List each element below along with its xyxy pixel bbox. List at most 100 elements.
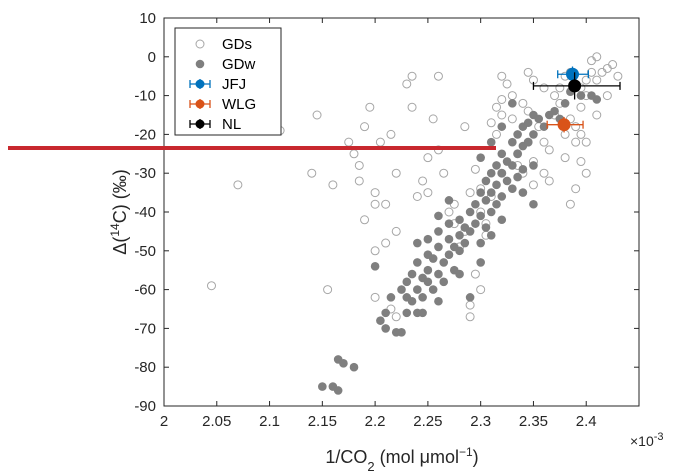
point-gds	[433, 71, 443, 81]
point-gds	[386, 129, 396, 139]
point-gdw	[576, 91, 586, 100]
point-gds	[576, 102, 586, 112]
point-gds	[544, 176, 554, 186]
point-gds	[550, 91, 560, 101]
point-gds	[360, 122, 370, 132]
legend-marker	[195, 59, 205, 69]
y-tick-label: -30	[134, 165, 156, 182]
y-tick-label: 10	[139, 10, 156, 27]
point-gds	[571, 184, 581, 194]
point-gds	[518, 98, 528, 108]
x-tick-label: 2.1	[259, 413, 280, 430]
point-gdw	[381, 324, 390, 333]
legend-marker	[195, 99, 205, 109]
point-gds	[312, 110, 322, 120]
legend-item-gds: GDs	[195, 36, 252, 53]
point-gdw	[471, 219, 480, 228]
point-gdw	[423, 234, 433, 244]
legend-box	[174, 27, 282, 136]
point-gdw	[434, 296, 443, 306]
x-tick-label: 2.25	[413, 413, 442, 430]
point-gds	[587, 67, 596, 77]
point-gdw	[513, 130, 522, 139]
point-gdw	[413, 238, 422, 248]
point-gdw	[434, 227, 443, 236]
point-gdw	[518, 188, 528, 197]
point-gdw	[402, 308, 412, 318]
legend-item-wlg: WLG	[189, 96, 256, 113]
point-gdw	[481, 176, 491, 186]
point-gdw	[481, 223, 491, 232]
point-gdw	[413, 285, 422, 294]
point-gds	[502, 79, 512, 89]
point-gdw	[486, 188, 496, 197]
point-gds	[323, 285, 333, 295]
point-gds	[613, 71, 623, 81]
point-gdw	[465, 207, 475, 217]
point-gdw	[486, 137, 496, 147]
x-tick-label: 2.4	[576, 413, 597, 430]
point-gds	[423, 188, 433, 198]
point-gdw	[508, 161, 517, 170]
legend-item-nl: NL	[189, 116, 241, 133]
point-gdw	[497, 122, 507, 131]
point-gds	[354, 176, 364, 186]
point-gdw	[434, 211, 443, 221]
point-gdw	[423, 277, 433, 287]
point-gdw	[376, 316, 385, 325]
y-axis-title: Δ(14C) (‰)	[108, 169, 130, 254]
y-tick-label: -60	[134, 282, 156, 299]
point-gdw	[497, 215, 507, 225]
point-gdw	[407, 269, 417, 279]
legend: GDs GDw JFJ WLG NL	[174, 27, 282, 136]
axis-ticks: 2 2.05 2.1 2.15 2.2 2.25 2.3 2.35 2.4 10 0 -10 -20 -3…	[134, 10, 639, 430]
legend-marker	[195, 119, 205, 129]
point-gds	[528, 180, 538, 190]
point-gds	[307, 168, 317, 178]
point-gdw	[529, 130, 538, 139]
x-tick-label: 2.2	[365, 413, 386, 430]
point-gdw	[502, 176, 512, 186]
point-gdw	[381, 308, 390, 318]
point-gdw	[439, 258, 449, 267]
point-gdw	[534, 114, 544, 124]
point-gds	[581, 168, 591, 178]
station-series-layer	[532, 66, 621, 133]
point-gdw	[444, 196, 454, 205]
point-gds	[354, 160, 364, 170]
point-gdw	[423, 265, 433, 275]
point-gdw	[476, 258, 485, 267]
point-gds	[370, 246, 380, 256]
y-tick-label: 0	[148, 49, 156, 66]
grey-series-layer	[207, 52, 623, 395]
point-gdw	[444, 250, 454, 259]
point-gdw	[492, 199, 501, 209]
point-gdw	[455, 215, 464, 225]
legend-label: WLG	[222, 96, 256, 113]
point-gdw	[560, 99, 570, 108]
point-gds	[576, 129, 586, 139]
point-gdw	[508, 137, 517, 147]
point-gds	[523, 67, 533, 77]
legend-label: JFJ	[222, 76, 246, 93]
point-gdw	[592, 95, 602, 104]
point-gds	[418, 176, 428, 186]
x-axis-title: 1/CO2 (mol μmol−1)	[325, 445, 478, 474]
point-gdw	[465, 293, 475, 302]
point-gds	[465, 312, 475, 322]
point-gds	[486, 118, 496, 128]
point-gds	[439, 168, 449, 178]
legend-label: GDs	[222, 36, 252, 53]
point-gdw	[455, 269, 464, 279]
point-gds	[391, 226, 401, 236]
point-gdw	[529, 161, 538, 170]
point-gdw	[465, 227, 475, 236]
legend-item-jfj: JFJ	[189, 76, 246, 93]
point-gds	[370, 188, 380, 198]
point-gds	[555, 83, 565, 93]
point-gdw	[476, 238, 485, 248]
point-nl	[532, 72, 621, 100]
point-gds	[465, 188, 475, 198]
